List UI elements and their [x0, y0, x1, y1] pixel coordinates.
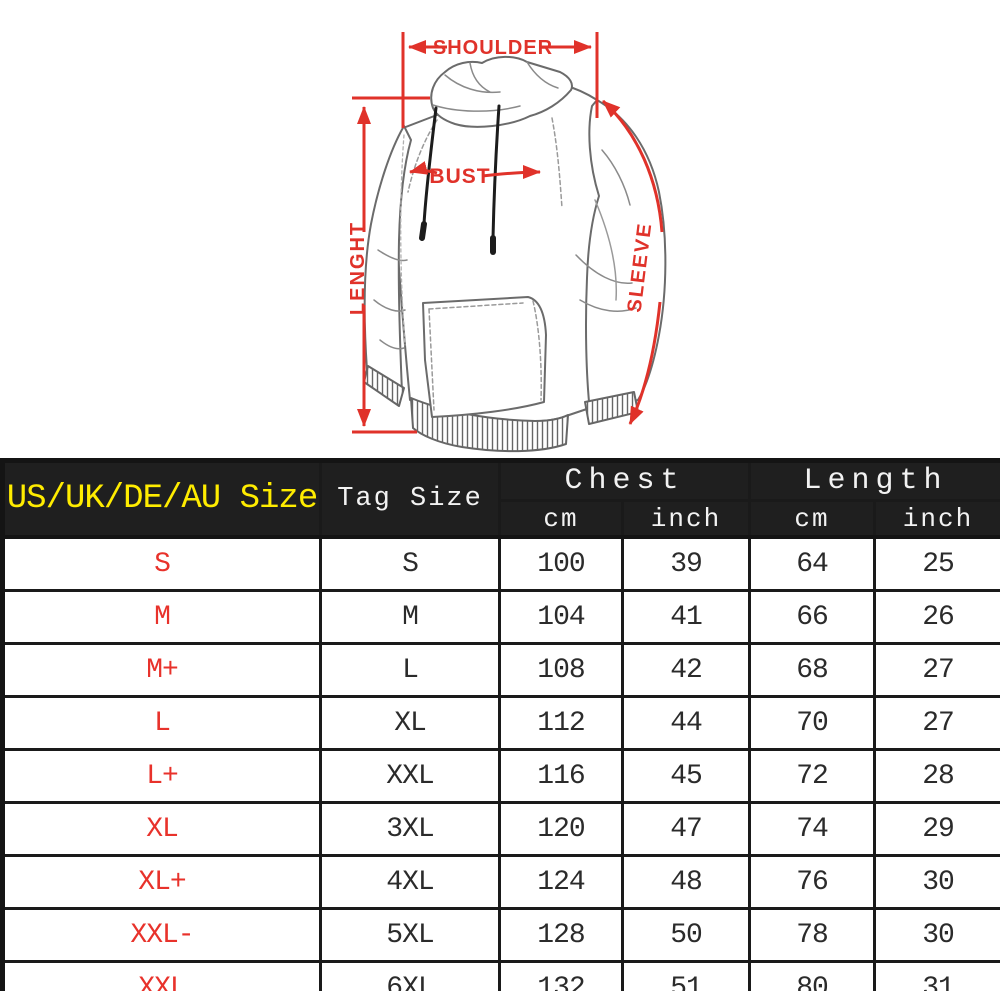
- us-size-cell: L: [1, 695, 322, 751]
- tag-size-cell: 5XL: [319, 907, 501, 963]
- size-row-l: L XL 112 44 70 27: [1, 695, 1000, 751]
- length-inch-cell: 30: [873, 907, 1000, 963]
- kangaroo-pocket: [422, 296, 547, 418]
- table-header: US/UK/DE/AU Size Tag Size Chest Length c…: [0, 459, 1000, 539]
- right-raglan-seam: [551, 117, 563, 209]
- header-chest: Chest: [497, 459, 752, 502]
- us-size-cell: XXL: [1, 960, 322, 991]
- us-size-cell: S: [1, 535, 322, 592]
- chest-inch-cell: 44: [620, 695, 752, 751]
- chest-cm-cell: 124: [498, 854, 624, 910]
- chest-inch-cell: 39: [620, 535, 752, 592]
- size-row-s: S S 100 39 64 25: [1, 535, 1000, 592]
- us-size-cell: XXL-: [1, 907, 322, 963]
- size-row-xxl: XXL 6XL 132 51 80 31: [1, 960, 1000, 991]
- bust-arrow-right: [481, 165, 541, 180]
- us-size-cell: M: [1, 589, 322, 645]
- header-region-size: US/UK/DE/AU Size: [0, 459, 322, 539]
- length-cm-cell: 64: [748, 535, 877, 592]
- sleeve-arrow-bottom: [628, 301, 662, 425]
- us-size-cell: L+: [1, 748, 322, 804]
- length-cm-cell: 72: [748, 748, 877, 804]
- chest-inch-cell: 50: [620, 907, 752, 963]
- header-tag-size: Tag Size: [319, 459, 501, 539]
- chest-inch-cell: 48: [620, 854, 752, 910]
- tag-size-cell: XXL: [319, 748, 501, 804]
- chest-inch-cell: 47: [620, 801, 752, 857]
- measurement-annotations: [352, 32, 664, 434]
- hoodie-measurement-diagram: SHOULDER BUST LENGHT SLEEVE: [0, 0, 1000, 458]
- bust-arrow-left: [409, 161, 438, 175]
- length-cm-cell: 76: [748, 854, 877, 910]
- chest-cm-cell: 132: [498, 960, 624, 991]
- tag-size-cell: XL: [319, 695, 501, 751]
- header-chest-inch: inch: [620, 499, 752, 539]
- chest-cm-cell: 116: [498, 748, 624, 804]
- hoodie-illustration: [363, 55, 667, 453]
- length-inch-cell: 29: [873, 801, 1000, 857]
- tag-size-cell: M: [319, 589, 501, 645]
- header-length-inch: inch: [873, 499, 1000, 539]
- chest-cm-cell: 112: [498, 695, 624, 751]
- length-cm-cell: 80: [748, 960, 877, 991]
- length-cm-cell: 68: [748, 642, 877, 698]
- tag-size-cell: 4XL: [319, 854, 501, 910]
- length-inch-cell: 30: [873, 854, 1000, 910]
- us-size-cell: M+: [1, 642, 322, 698]
- chest-inch-cell: 45: [620, 748, 752, 804]
- size-row-xxl-minus: XXL- 5XL 128 50 78 30: [1, 907, 1000, 963]
- chest-cm-cell: 108: [498, 642, 624, 698]
- length-inch-cell: 27: [873, 695, 1000, 751]
- chest-inch-cell: 42: [620, 642, 752, 698]
- chest-cm-cell: 104: [498, 589, 624, 645]
- chest-inch-cell: 41: [620, 589, 752, 645]
- tag-size-cell: S: [319, 535, 501, 592]
- drawstrings: [419, 104, 501, 255]
- shoulder-label: SHOULDER: [433, 37, 553, 59]
- size-row-l-plus: L+ XXL 116 45 72 28: [1, 748, 1000, 804]
- right-sleeve: [585, 99, 667, 413]
- us-size-cell: XL+: [1, 854, 322, 910]
- size-row-m: M M 104 41 66 26: [1, 589, 1000, 645]
- header-length: Length: [748, 459, 1000, 502]
- chest-cm-cell: 100: [498, 535, 624, 592]
- size-row-xl-plus: XL+ 4XL 124 48 76 30: [1, 854, 1000, 910]
- diagram-canvas: SHOULDER BUST LENGHT SLEEVE: [347, 32, 667, 453]
- header-length-cm: cm: [748, 499, 877, 539]
- length-inch-cell: 28: [873, 748, 1000, 804]
- bust-label: BUST: [429, 165, 490, 188]
- chest-inch-cell: 51: [620, 960, 752, 991]
- length-cm-cell: 66: [748, 589, 877, 645]
- chest-cm-cell: 128: [498, 907, 624, 963]
- us-size-cell: XL: [1, 801, 322, 857]
- length-inch-cell: 27: [873, 642, 1000, 698]
- length-inch-cell: 31: [873, 960, 1000, 991]
- length-cm-cell: 78: [748, 907, 877, 963]
- sleeve-arrow-top: [601, 99, 664, 233]
- length-cm-cell: 74: [748, 801, 877, 857]
- length-label: LENGHT: [347, 221, 369, 315]
- tag-size-cell: L: [319, 642, 501, 698]
- size-row-xl: XL 3XL 120 47 74 29: [1, 801, 1000, 857]
- tag-size-cell: 3XL: [319, 801, 501, 857]
- header-chest-cm: cm: [498, 499, 624, 539]
- size-chart-table: US/UK/DE/AU Size Tag Size Chest Length c…: [0, 458, 1000, 991]
- length-cm-cell: 70: [748, 695, 877, 751]
- chest-cm-cell: 120: [498, 801, 624, 857]
- length-inch-cell: 25: [873, 535, 1000, 592]
- size-row-m-plus: M+ L 108 42 68 27: [1, 642, 1000, 698]
- length-inch-cell: 26: [873, 589, 1000, 645]
- tag-size-cell: 6XL: [319, 960, 501, 991]
